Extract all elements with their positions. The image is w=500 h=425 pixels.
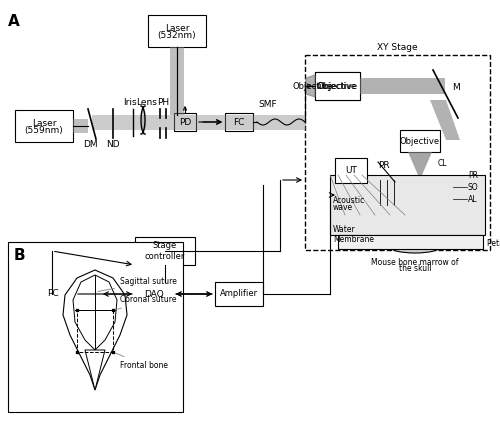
- Bar: [8, 242, 183, 412]
- Text: Objective: Objective: [293, 82, 333, 91]
- Bar: [305, 55, 490, 250]
- Text: PC: PC: [46, 289, 58, 298]
- Polygon shape: [73, 275, 117, 350]
- Text: Iris: Iris: [123, 98, 137, 107]
- Text: FC: FC: [234, 117, 244, 127]
- Text: Mouse bone marrow of: Mouse bone marrow of: [371, 258, 459, 267]
- Bar: [335, 158, 367, 183]
- Text: the skull: the skull: [398, 264, 432, 273]
- Text: Acoustic: Acoustic: [333, 196, 365, 205]
- Bar: [77, 310, 113, 352]
- Text: Coronal suture: Coronal suture: [118, 295, 176, 309]
- Text: B: B: [14, 248, 26, 263]
- Text: PD: PD: [179, 117, 191, 127]
- Text: PH: PH: [157, 98, 169, 107]
- Text: SMF: SMF: [258, 100, 278, 109]
- Bar: [15, 110, 73, 142]
- Text: Laser: Laser: [32, 119, 56, 128]
- Text: Water: Water: [333, 225, 356, 234]
- Text: Frontal bone: Frontal bone: [116, 353, 168, 369]
- Text: Petri dish: Petri dish: [487, 238, 500, 247]
- Text: DAQ: DAQ: [144, 289, 164, 298]
- Bar: [225, 113, 253, 131]
- Text: (559nm): (559nm): [24, 125, 64, 134]
- Polygon shape: [85, 350, 105, 390]
- Bar: [330, 175, 485, 235]
- Polygon shape: [170, 47, 184, 115]
- Text: PR: PR: [468, 170, 478, 179]
- Text: M: M: [452, 82, 460, 91]
- Bar: [215, 282, 263, 306]
- Polygon shape: [430, 100, 460, 140]
- Text: (532nm): (532nm): [158, 31, 196, 40]
- Text: Objective: Objective: [400, 136, 440, 145]
- Bar: [400, 130, 440, 152]
- Polygon shape: [73, 119, 88, 133]
- Text: Sagittal suture: Sagittal suture: [98, 278, 177, 292]
- Polygon shape: [360, 78, 445, 94]
- Bar: [174, 113, 196, 131]
- Bar: [148, 15, 206, 47]
- Text: Stage
controller: Stage controller: [145, 241, 185, 261]
- Text: XY Stage: XY Stage: [377, 43, 418, 52]
- Text: Laser: Laser: [165, 23, 189, 32]
- Ellipse shape: [390, 241, 440, 253]
- Bar: [30, 282, 75, 306]
- Polygon shape: [63, 270, 127, 390]
- Text: SO: SO: [468, 182, 478, 192]
- Polygon shape: [92, 115, 306, 130]
- Bar: [315, 72, 360, 100]
- Polygon shape: [408, 152, 432, 175]
- Text: Objective: Objective: [318, 82, 358, 91]
- Polygon shape: [306, 75, 315, 97]
- Text: Objective: Objective: [317, 82, 357, 91]
- Text: Amplifier: Amplifier: [220, 289, 258, 298]
- Text: CL: CL: [438, 159, 448, 167]
- Text: UT: UT: [345, 166, 357, 175]
- Bar: [135, 237, 195, 265]
- Bar: [338, 235, 483, 249]
- Text: AL: AL: [468, 195, 477, 204]
- Text: DM: DM: [82, 140, 98, 149]
- Text: wave: wave: [333, 203, 353, 212]
- Text: ND: ND: [106, 140, 120, 149]
- Bar: [135, 282, 173, 306]
- Text: PR: PR: [378, 161, 390, 170]
- Bar: [315, 72, 360, 100]
- Text: Membrane: Membrane: [333, 235, 374, 244]
- Text: A: A: [8, 14, 20, 29]
- Text: Lens: Lens: [136, 98, 157, 107]
